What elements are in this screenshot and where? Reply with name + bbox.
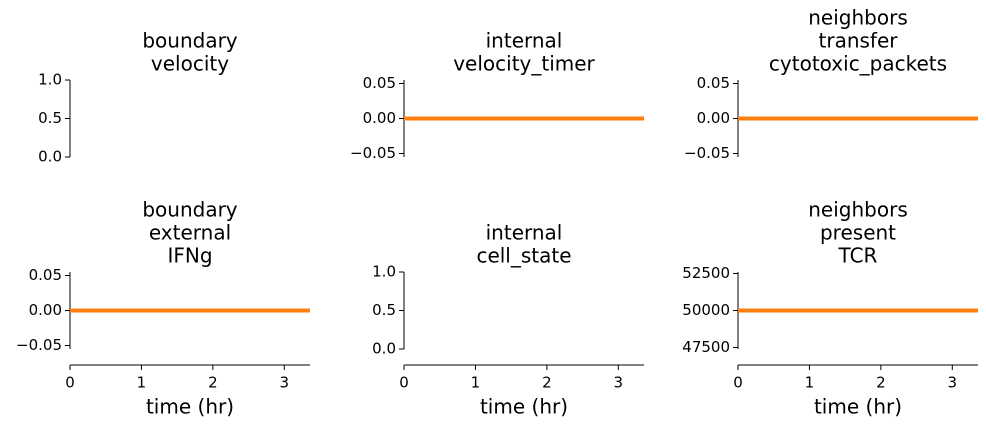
- subplot-title: cell_state: [476, 244, 571, 268]
- x-tick-label: 2: [876, 374, 886, 392]
- y-tick-label: 0.00: [29, 301, 62, 319]
- y-tick-label: 0.05: [29, 266, 62, 284]
- x-tick-label: 2: [208, 374, 218, 392]
- x-tick-label: 0: [733, 374, 743, 392]
- subplot-title: neighbors: [808, 198, 907, 222]
- y-tick-label: 0.5: [372, 301, 396, 319]
- y-tick-label: 0.05: [697, 74, 730, 92]
- y-tick-label: 0.0: [372, 340, 396, 358]
- subplot-title: boundary: [142, 198, 237, 222]
- x-tick-label: 1: [471, 374, 481, 392]
- x-axis-label: time (hr): [814, 395, 902, 419]
- y-tick-label: 47500: [682, 338, 730, 356]
- x-tick-label: 1: [805, 374, 815, 392]
- subplot-title: external: [149, 221, 231, 245]
- x-tick-label: 1: [137, 374, 147, 392]
- subplot-title: internal: [486, 29, 563, 53]
- subplot-title: IFNg: [167, 244, 212, 268]
- x-tick-label: 0: [399, 374, 409, 392]
- y-tick-label: 0.0: [38, 148, 62, 166]
- x-tick-label: 3: [948, 374, 958, 392]
- x-tick-label: 0: [65, 374, 75, 392]
- subplot-title: present: [820, 221, 896, 245]
- y-tick-label: 0.00: [697, 109, 730, 127]
- y-tick-label: 52500: [682, 264, 730, 282]
- y-tick-label: 1.0: [38, 71, 62, 89]
- x-tick-label: 2: [542, 374, 552, 392]
- subplot-title: boundary: [142, 29, 237, 53]
- y-tick-label: 0.05: [363, 74, 396, 92]
- subplot-title: velocity: [151, 52, 229, 76]
- y-tick-label: 0.5: [38, 109, 62, 127]
- x-tick-label: 3: [280, 374, 290, 392]
- subplot-title: internal: [486, 221, 563, 245]
- y-tick-label: 1.0: [372, 263, 396, 281]
- y-tick-label: −0.05: [684, 144, 730, 162]
- subplot-title: cytotoxic_packets: [769, 52, 947, 76]
- subplot-title: TCR: [838, 244, 878, 268]
- x-axis-label: time (hr): [480, 395, 568, 419]
- y-tick-label: 50000: [682, 301, 730, 319]
- y-tick-label: −0.05: [350, 144, 396, 162]
- subplot-title: neighbors: [808, 6, 907, 30]
- y-tick-label: −0.05: [16, 336, 62, 354]
- x-tick-label: 3: [614, 374, 624, 392]
- x-axis-label: time (hr): [146, 395, 234, 419]
- y-tick-label: 0.00: [363, 109, 396, 127]
- subplot-title: velocity_timer: [453, 52, 595, 76]
- subplot-title: transfer: [819, 29, 899, 53]
